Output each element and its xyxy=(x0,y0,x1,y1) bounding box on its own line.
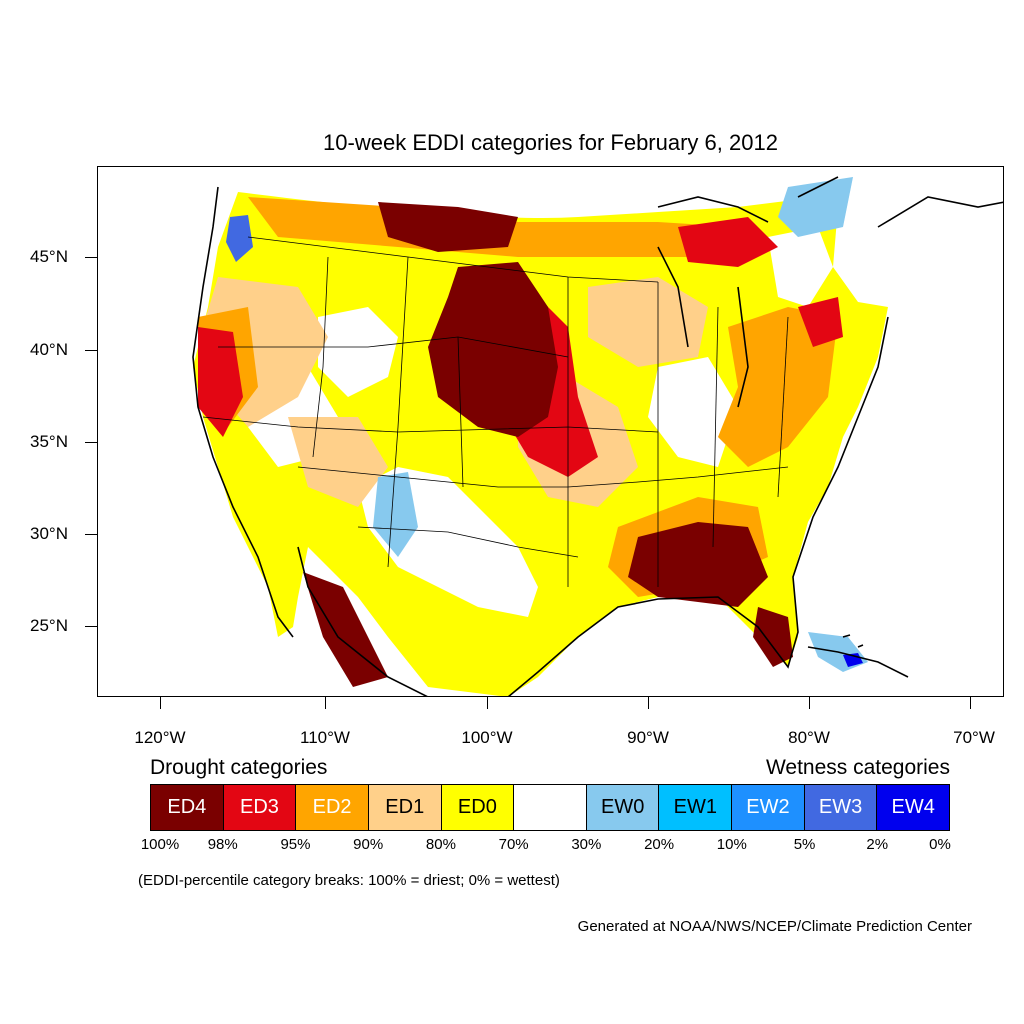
lon-tick xyxy=(648,697,649,709)
lat-tick xyxy=(85,257,97,258)
percent-break-label: 80% xyxy=(425,836,456,853)
percent-break-label: 95% xyxy=(280,836,311,853)
legend-cell-ed2: ED2 xyxy=(296,785,369,830)
drought-categories-heading: Drought categories xyxy=(150,756,328,779)
percent-break-label: 10% xyxy=(716,836,747,853)
lon-label-70: 70°W xyxy=(953,728,995,747)
legend-cell-ed3: ED3 xyxy=(223,785,297,830)
lon-label-80: 80°W xyxy=(788,728,830,747)
lat-tick xyxy=(85,626,97,627)
percent-break-label: 0% xyxy=(929,836,951,853)
legend-cell-near-normal xyxy=(514,785,587,830)
ew3-region xyxy=(226,215,253,262)
islands xyxy=(807,634,909,678)
near-normal-region xyxy=(318,307,398,397)
wetness-categories-heading: Wetness categories xyxy=(765,756,950,779)
lat-label-25: 25°N xyxy=(30,616,68,635)
ed1-region xyxy=(288,417,388,507)
lat-tick xyxy=(85,442,97,443)
lat-label-35: 35°N xyxy=(30,432,68,451)
ed2-region xyxy=(718,307,838,467)
lon-tick xyxy=(970,697,971,709)
state-boundaries xyxy=(202,236,789,587)
lat-label-40: 40°N xyxy=(30,340,68,359)
lat-tick xyxy=(85,534,97,535)
percent-break-label: 20% xyxy=(644,836,675,853)
lon-label-110: 110°W xyxy=(300,728,350,747)
map-title: 10-week EDDI categories for February 6, … xyxy=(323,130,778,155)
map-canvas xyxy=(192,176,1003,696)
ed4-region xyxy=(628,522,768,607)
percent-break-label: 100% xyxy=(140,836,180,853)
ed3-region xyxy=(678,217,778,267)
ew0-region xyxy=(373,472,418,557)
lat-label-45: 45°N xyxy=(30,247,68,266)
lon-tick xyxy=(809,697,810,709)
percent-break-label: 90% xyxy=(353,836,384,853)
percent-break-label: 30% xyxy=(571,836,602,853)
ew0-region xyxy=(778,177,853,237)
percent-break-label: 5% xyxy=(793,836,816,853)
legend-cell-ew4: EW4 xyxy=(877,785,950,830)
ed1-region xyxy=(588,277,708,367)
ed3-region xyxy=(798,297,843,347)
lon-tick xyxy=(487,697,488,709)
credit-line: Generated at NOAA/NWS/NCEP/Climate Predi… xyxy=(577,918,972,935)
eddi-map xyxy=(97,166,1004,697)
lon-label-90: 90°W xyxy=(627,728,669,747)
lon-tick xyxy=(160,697,161,709)
legend-cell-ew0: EW0 xyxy=(586,785,660,830)
legend-cell-ed1: ED1 xyxy=(368,785,442,830)
legend-cell-ew1: EW1 xyxy=(659,785,733,830)
ed4-region xyxy=(753,607,793,667)
legend-cell-ew2: EW2 xyxy=(732,785,805,830)
ed4-region xyxy=(378,202,518,252)
lon-label-120: 120°W xyxy=(134,728,186,747)
percent-break-label: 98% xyxy=(207,836,238,853)
legend-cell-ed4: ED4 xyxy=(151,785,224,830)
near-normal-region xyxy=(768,227,833,307)
lon-tick xyxy=(325,697,326,709)
ed4-region xyxy=(428,262,558,437)
lon-label-100: 100°W xyxy=(461,728,513,747)
percent-break-label: 2% xyxy=(866,836,889,853)
lat-tick xyxy=(85,350,97,351)
ed3-region xyxy=(198,327,243,437)
category-breaks-note: (EDDI-percentile category breaks: 100% =… xyxy=(138,872,560,889)
legend-cell-ed0: ED0 xyxy=(441,785,515,830)
ed4-region xyxy=(303,572,388,687)
percent-break-label: 70% xyxy=(498,836,529,853)
coastlines xyxy=(192,176,1003,696)
lat-label-30: 30°N xyxy=(30,524,68,543)
legend-cell-ew3: EW3 xyxy=(804,785,878,830)
category-legend: ED4 ED3 ED2 ED1 ED0 EW0 EW1 EW2 EW3 EW4 xyxy=(150,784,950,831)
